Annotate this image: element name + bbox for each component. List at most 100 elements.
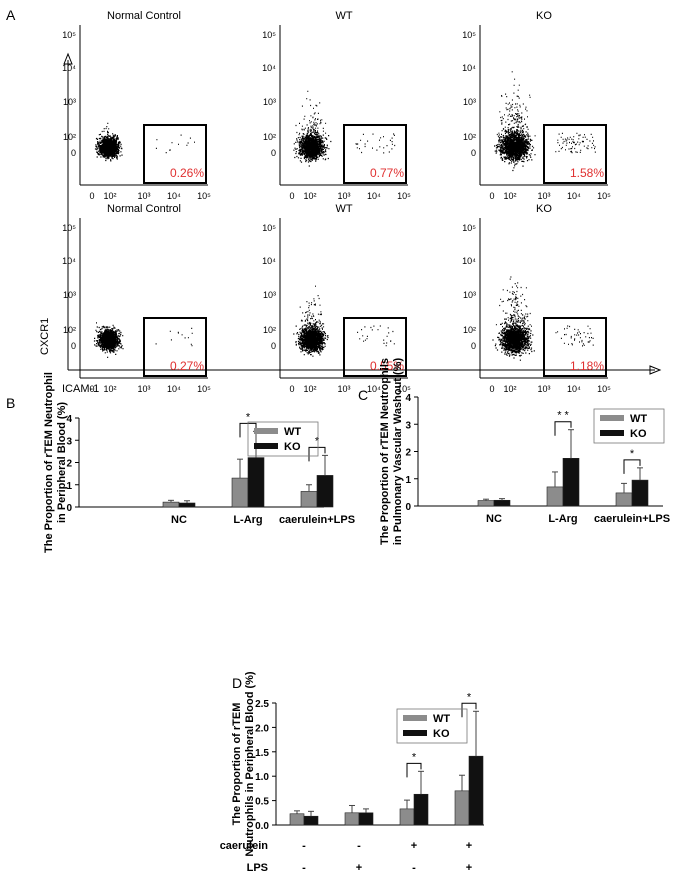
- significance-label: *: [467, 691, 472, 703]
- y-tick-label: 1: [66, 481, 72, 492]
- flow-plot-gate: [343, 124, 407, 184]
- legend-label: WT: [630, 413, 647, 425]
- flow-x-tick-label: 10²: [303, 384, 316, 394]
- flow-x-tick-label: 10⁵: [397, 384, 411, 394]
- bar-wt: [231, 477, 249, 508]
- y-axis-label: The Proportion of rTEMNeutrophils in Per…: [231, 671, 256, 857]
- bar-ko: [631, 479, 649, 507]
- flow-plot-gate-percent: 0.55%: [370, 359, 404, 373]
- flow-x-tick-label: 10²: [503, 384, 516, 394]
- flow-x-tick-label: 10⁴: [167, 384, 181, 394]
- condition-value: +: [466, 862, 472, 874]
- x-tick-label: NC: [171, 514, 187, 526]
- flow-y-tick-label: 0: [71, 341, 76, 351]
- condition-value: -: [302, 862, 306, 874]
- legend-swatch-wt: [600, 415, 624, 421]
- flow-y-tick-label: 10³: [263, 290, 276, 300]
- significance-bracket: [623, 459, 641, 474]
- y-axis-label-line: The Proportion of rTEM: [231, 703, 243, 826]
- x-tick-label: L-Arg: [548, 513, 577, 525]
- flow-x-tick-label: 10⁵: [397, 191, 411, 201]
- flow-plot-gate: [143, 124, 207, 184]
- y-tick-label: 1.0: [255, 772, 269, 783]
- flow-plot: Normal Control 0 10² 10³ 10⁴ 10⁵ 0 10² 10³ 10⁴ 10⁵…: [62, 10, 211, 201]
- y-tick-label: 0.5: [255, 797, 269, 808]
- flow-y-tick-label: 10³: [63, 290, 76, 300]
- flow-x-tick-label: 10⁴: [367, 384, 381, 394]
- flow-plot-events: [492, 276, 594, 361]
- flow-plot-gate-percent: 1.18%: [570, 359, 604, 373]
- bar-ko: [247, 457, 265, 508]
- legend-label: WT: [433, 713, 450, 725]
- flow-plot-events: [494, 71, 596, 172]
- flow-y-tick-label: 0: [271, 148, 276, 158]
- flow-x-tick-label: 10⁵: [197, 384, 211, 394]
- legend-box: [396, 708, 468, 744]
- flow-x-tick-label: 10²: [103, 384, 116, 394]
- flow-x-tick-label: 10⁵: [597, 384, 611, 394]
- bar-ko: [493, 499, 511, 507]
- flow-y-tick-label: 10⁵: [262, 223, 276, 233]
- flow-y-tick-label: 10⁴: [462, 63, 476, 73]
- flow-y-tick-label: 10³: [463, 97, 476, 107]
- flow-x-tick-label: 10³: [537, 384, 550, 394]
- bar-ko: [468, 755, 484, 826]
- y-tick-label: 3: [405, 420, 411, 431]
- y-tick-label: 2: [66, 459, 72, 470]
- panel-label-b: B: [6, 395, 15, 411]
- flow-x-tick-label: 10⁵: [597, 191, 611, 201]
- flow-y-tick-label: 10²: [463, 325, 476, 335]
- flow-x-axis-label: ICAM-1: [62, 383, 99, 395]
- significance-bracket: [406, 762, 422, 778]
- flow-x-tick-label: 10²: [303, 191, 316, 201]
- flow-plot-title: KO: [536, 203, 552, 215]
- flow-x-tick-label: 10⁴: [167, 191, 181, 201]
- flow-x-tick-label: 0: [89, 384, 94, 394]
- flow-y-tick-label: 0: [71, 148, 76, 158]
- flow-plot-gate-percent: 0.26%: [170, 166, 204, 180]
- flow-y-tick-label: 0: [471, 148, 476, 158]
- significance-label: * *: [557, 410, 569, 422]
- flow-y-tick-label: 10²: [63, 132, 76, 142]
- y-axis-label-line: in Peripheral Blood (%): [56, 402, 68, 523]
- flow-y-tick-label: 10⁴: [62, 63, 76, 73]
- bar-wt: [477, 500, 495, 507]
- flow-plot-events: [93, 322, 193, 358]
- flow-plot: KO 0 10² 10³ 10⁴ 10⁵ 0 10² 10³ 10⁴ 10⁵ 1.18%: [462, 203, 611, 394]
- flow-plot: WT 0 10² 10³ 10⁴ 10⁵ 0 10² 10³ 10⁴ 10⁵ 0.55%: [262, 203, 411, 394]
- legend-swatch-ko: [254, 443, 278, 449]
- condition-value: +: [356, 862, 362, 874]
- y-tick-label: 2.0: [255, 723, 269, 734]
- x-tick-label: caerulein+LPS: [279, 514, 355, 526]
- bar-wt: [546, 486, 564, 507]
- bar-wt: [162, 501, 180, 508]
- panel-label-d: D: [232, 675, 242, 691]
- flow-x-tick-label: 10³: [337, 384, 350, 394]
- x-tick-label: NC: [486, 513, 502, 525]
- flow-plot-title: WT: [335, 10, 352, 22]
- flow-x-tick-label: 10⁴: [367, 191, 381, 201]
- flow-plot-gate: [343, 317, 407, 377]
- x-tick-label: caerulein+LPS: [594, 513, 670, 525]
- flow-x-tick-label: 10⁵: [197, 191, 211, 201]
- flow-plot-title: Normal Control: [107, 203, 181, 215]
- y-axis-label-line: Neutrophils in Peripheral Blood (%): [244, 671, 256, 857]
- legend-box: [247, 421, 319, 457]
- legend-label: KO: [433, 728, 450, 740]
- flow-x-tick-label: 10³: [137, 384, 150, 394]
- x-tick-label: L-Arg: [233, 514, 262, 526]
- flow-y-tick-label: 10²: [63, 325, 76, 335]
- significance-bracket: [308, 446, 326, 462]
- flow-plot-gate-percent: 0.27%: [170, 359, 204, 373]
- condition-row-label: LPS: [247, 862, 268, 874]
- legend-swatch-ko: [403, 730, 427, 736]
- flow-y-tick-label: 10⁵: [62, 30, 76, 40]
- flow-x-tick-label: 10²: [103, 191, 116, 201]
- flow-y-tick-label: 10²: [263, 132, 276, 142]
- flow-plot: WT 0 10² 10³ 10⁴ 10⁵ 0 10² 10³ 10⁴ 10⁵ 0.77%: [262, 10, 411, 201]
- flow-x-tick-label: 10²: [503, 191, 516, 201]
- condition-value: +: [411, 840, 417, 852]
- flow-plot-gate: [143, 317, 207, 377]
